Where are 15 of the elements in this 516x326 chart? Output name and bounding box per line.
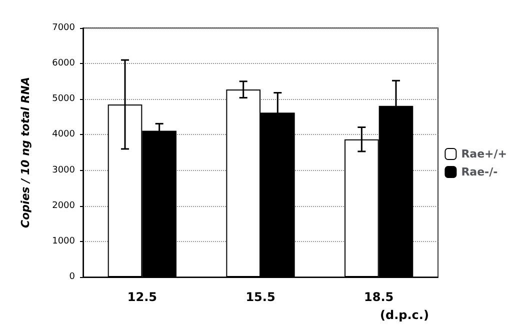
x-axis-title: (d.p.c.) <box>380 308 429 322</box>
y-tick-label: 2000 <box>52 200 76 211</box>
y-tick-label: 0 <box>69 272 76 282</box>
x-tick-label: 18.5 <box>364 290 394 304</box>
y-tick-label: 5000 <box>52 94 76 104</box>
x-tick-label: 15.5 <box>246 290 276 304</box>
y-axis-title: Copies / 10 ng total RNA <box>19 77 32 228</box>
x-tick-label: 12.5 <box>127 290 157 304</box>
y-tick-label: 6000 <box>52 58 76 69</box>
y-tick-label: 1000 <box>52 236 76 246</box>
y-tick-label: 4000 <box>52 130 76 140</box>
legend-label: Rae+/+ <box>461 148 508 160</box>
y-tick-label: 7000 <box>52 23 76 33</box>
y-tick-label: 3000 <box>52 165 76 176</box>
legend-label: Rae-/- <box>461 166 498 178</box>
